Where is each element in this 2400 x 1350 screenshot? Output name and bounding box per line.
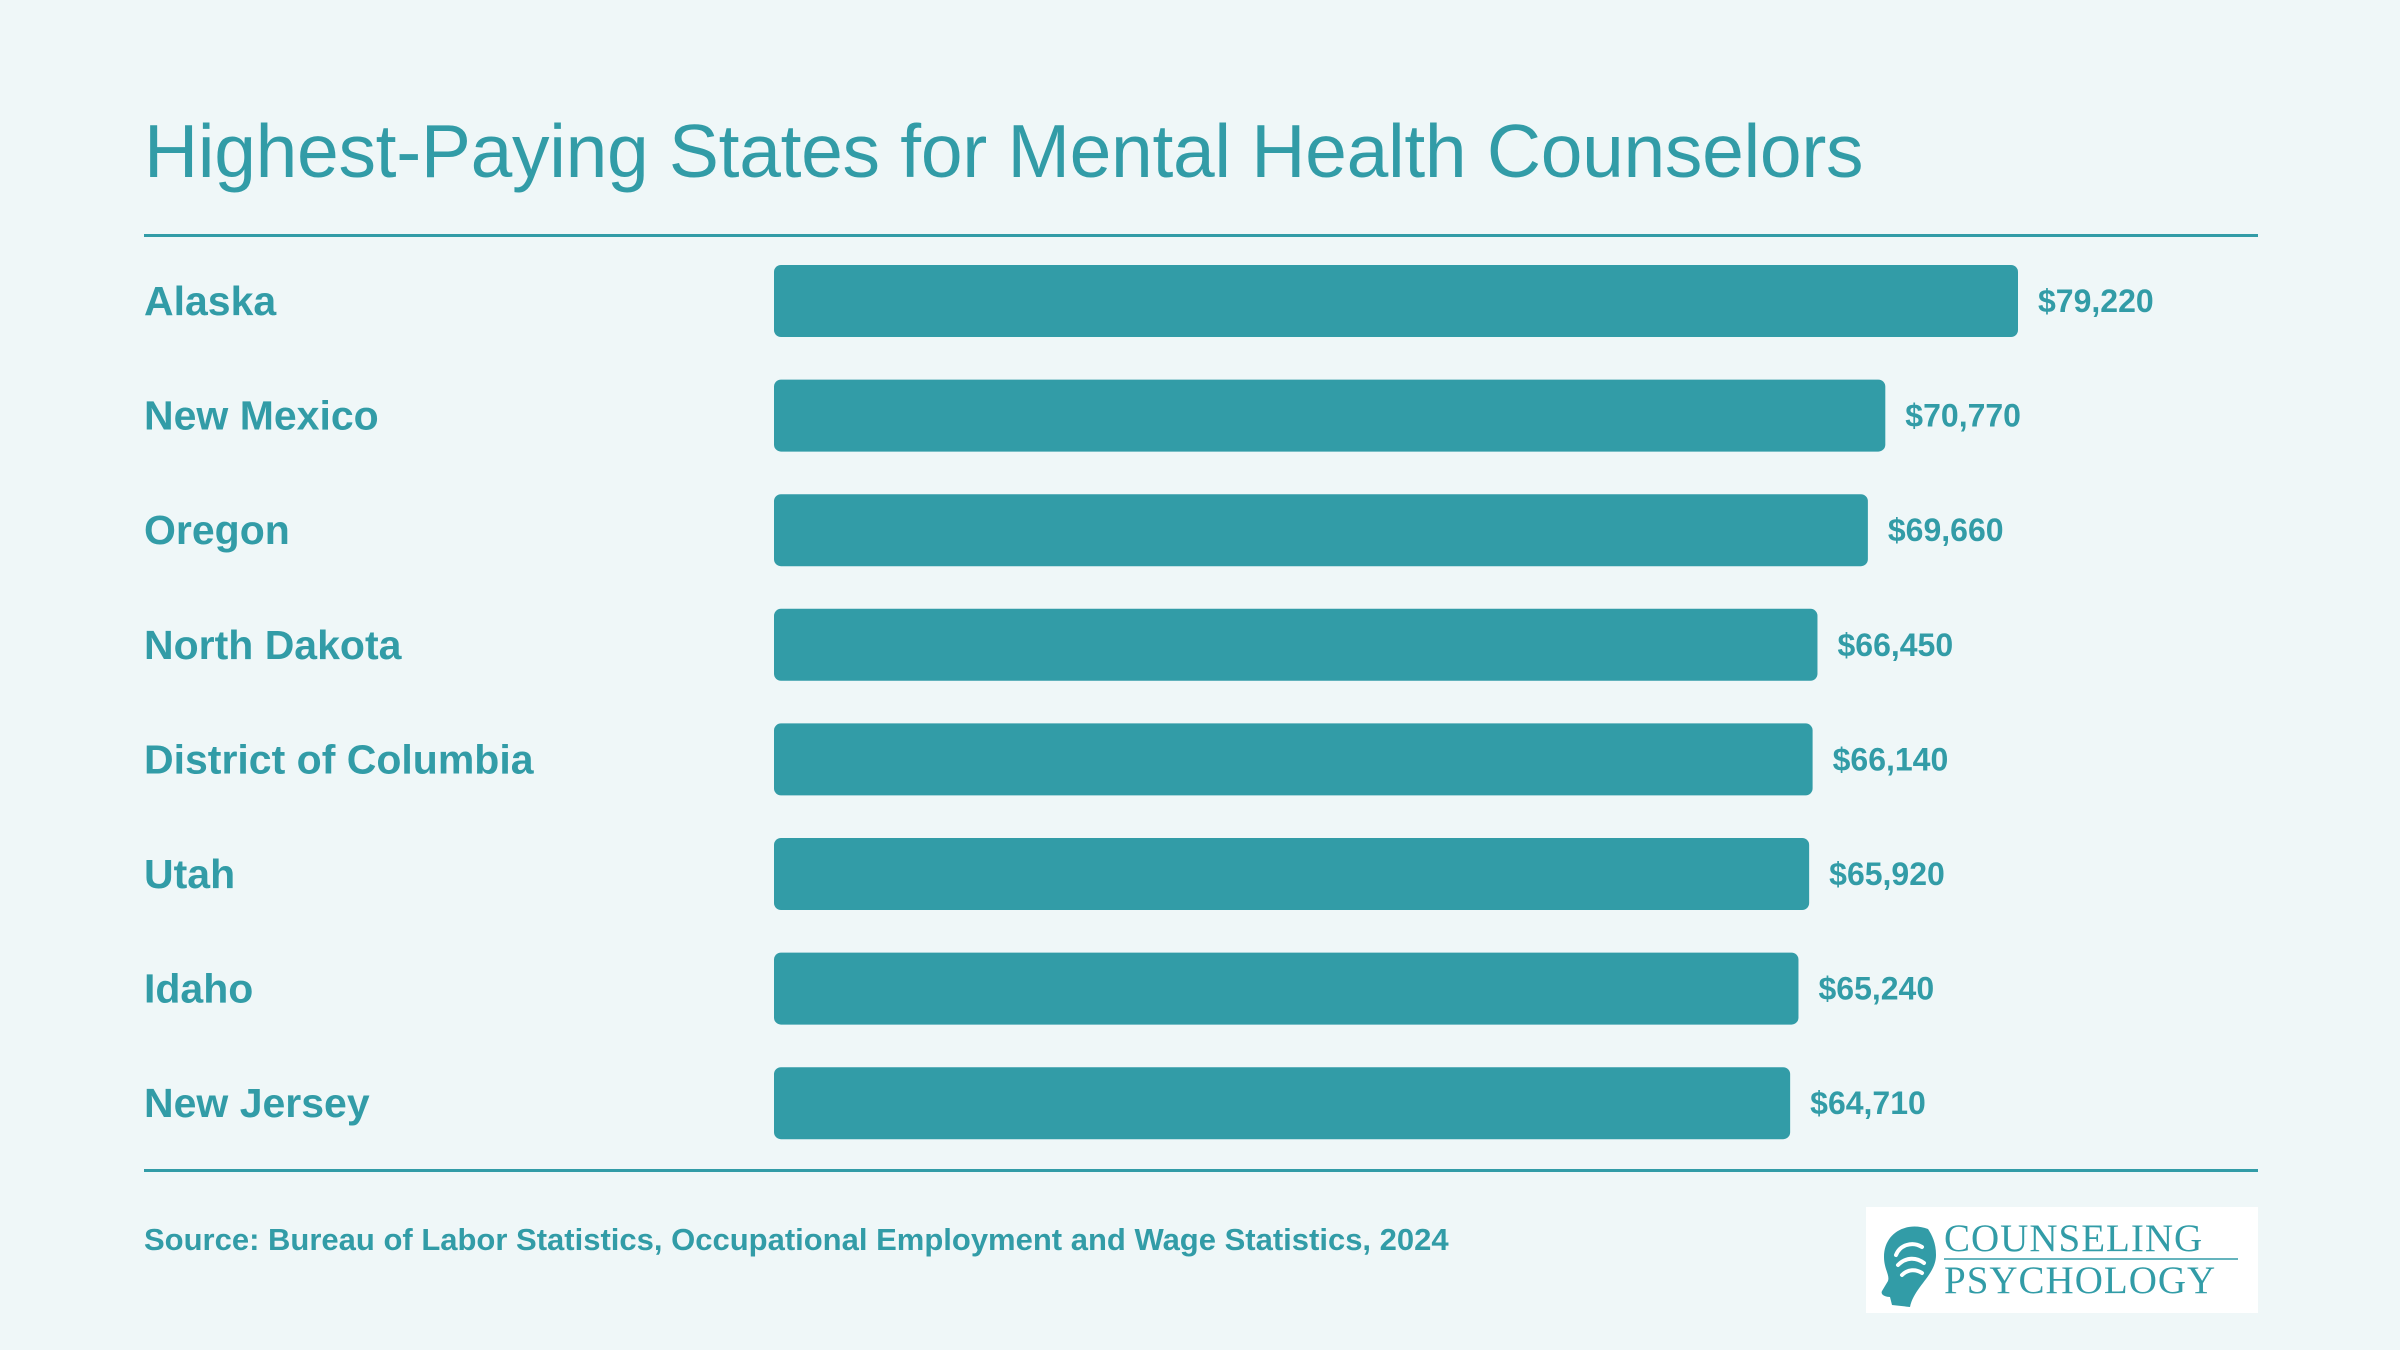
- bottom-divider: [144, 1169, 2258, 1172]
- bar: [774, 1067, 1791, 1140]
- source-note: Source: Bureau of Labor Statistics, Occu…: [144, 1222, 1449, 1257]
- counseling-psychology-logo: COUNSELING PSYCHOLOGY: [1866, 1207, 2258, 1313]
- category-label: Utah: [144, 851, 235, 897]
- value-label: $66,450: [1837, 627, 1953, 663]
- category-label: Oregon: [144, 507, 290, 553]
- value-label: $66,140: [1833, 741, 1949, 777]
- value-label: $79,220: [2038, 283, 2154, 319]
- category-label: Idaho: [144, 966, 253, 1012]
- category-label: North Dakota: [144, 622, 403, 668]
- value-label: $69,660: [1888, 512, 2004, 548]
- bar: [774, 494, 1868, 567]
- value-label: $65,920: [1829, 856, 1945, 892]
- bar: [774, 723, 1813, 796]
- logo-line-2: PSYCHOLOGY: [1944, 1259, 2217, 1302]
- bar: [774, 379, 1886, 452]
- bar: [774, 608, 1818, 681]
- category-label: New Jersey: [144, 1080, 370, 1126]
- value-label: $64,710: [1810, 1085, 1926, 1121]
- category-label: Alaska: [144, 278, 277, 324]
- category-label: District of Columbia: [144, 736, 535, 782]
- bar: [774, 952, 1799, 1025]
- head-profile-icon: [1881, 1226, 2238, 1307]
- category-label: New Mexico: [144, 393, 379, 439]
- bar: [774, 265, 2018, 337]
- logo-line-1: COUNSELING: [1944, 1217, 2204, 1260]
- value-label: $65,240: [1818, 971, 1934, 1007]
- bar: [774, 838, 1810, 910]
- value-label: $70,770: [1905, 398, 2021, 434]
- chart-title: Highest-Paying States for Mental Health …: [144, 109, 1864, 193]
- top-divider: [144, 234, 2258, 237]
